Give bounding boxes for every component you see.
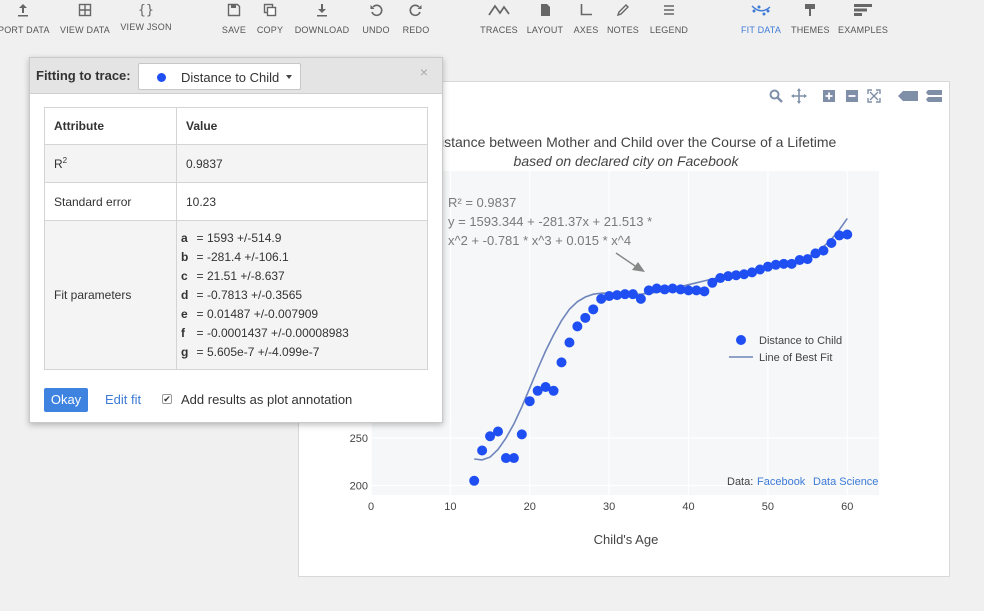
save-button[interactable]: SAVE — [219, 0, 249, 40]
copy-button[interactable]: COPY — [254, 0, 286, 40]
param-equals: = — [196, 288, 204, 302]
fit-panel-footer: Okay Edit fit ✔ Add results as plot anno… — [44, 388, 434, 412]
layout-icon — [526, 3, 564, 25]
param-value: -0.7813 +/-0.3565 — [207, 288, 303, 302]
traces-icon — [479, 3, 519, 25]
param-key: f — [181, 326, 185, 340]
param-key: b — [181, 250, 189, 264]
fit-parameters-list: a = 1593 +/-514.9 b = -281.4 +/-106.1 c = 21.51 … — [176, 220, 428, 370]
notes-button[interactable]: NOTES — [606, 0, 640, 40]
fit-parameter-e: e = 0.01487 +/-0.007909 — [181, 305, 427, 324]
redo-button[interactable]: REDO — [400, 0, 432, 40]
table-row: Standard error 10.23 — [44, 182, 428, 221]
zoom-icon[interactable] — [768, 88, 784, 104]
layout-button[interactable]: LAYOUT — [526, 0, 564, 40]
header-value: Value — [176, 107, 428, 145]
fit-parameter-b: b = -281.4 +/-106.1 — [181, 248, 427, 267]
param-value: 1593 +/-514.9 — [207, 231, 282, 245]
param-key: c — [181, 269, 188, 283]
param-key: g — [181, 345, 189, 359]
fit-parameter-a: a = 1593 +/-514.9 — [181, 229, 427, 248]
themes-icon — [791, 3, 829, 25]
param-equals: = — [196, 326, 204, 340]
r2-value: 0.9837 — [176, 144, 428, 183]
param-equals: = — [196, 307, 204, 321]
themes-button[interactable]: THEMES — [791, 0, 830, 40]
examples-button[interactable]: EXAMPLES — [838, 0, 888, 40]
param-value: 0.01487 +/-0.007909 — [207, 307, 319, 321]
param-value: 21.51 +/-8.637 — [207, 269, 285, 283]
upload-icon — [0, 3, 48, 25]
param-equals: = — [196, 231, 204, 245]
source-link-facebook[interactable]: Facebook — [757, 476, 806, 488]
legend-button[interactable]: LEGEND — [649, 0, 689, 40]
fit-parameter-f: f = -0.0001437 +/-0.00008983 — [181, 324, 427, 343]
zoom-in-icon[interactable] — [821, 88, 837, 104]
param-equals: = — [196, 345, 204, 359]
undo-icon — [360, 3, 392, 25]
param-key: e — [181, 307, 188, 321]
table-row: R2 0.9837 — [44, 144, 428, 183]
okay-button[interactable]: Okay — [44, 388, 88, 412]
copy-icon — [254, 3, 286, 25]
redo-icon — [400, 3, 432, 25]
legend-icon — [649, 3, 689, 25]
axes-icon — [572, 3, 600, 25]
r2-label: R2 — [44, 144, 177, 183]
zoom-out-icon[interactable] — [844, 88, 860, 104]
braces-icon: {} — [137, 3, 155, 18]
param-value: -0.0001437 +/-0.00008983 — [207, 326, 349, 340]
fit-parameter-g: g = 5.605e-7 +/-4.099e-7 — [181, 343, 427, 362]
download-icon — [293, 3, 351, 25]
import-data-button[interactable]: PORT DATA — [0, 0, 49, 40]
fit-parameter-d: d = -0.7813 +/-0.3565 — [181, 286, 427, 305]
pan-icon[interactable] — [790, 88, 807, 104]
table-header-row: Attribute Value — [44, 107, 428, 145]
view-json-button[interactable]: {} VIEW JSON — [120, 0, 172, 40]
autoscale-icon[interactable] — [866, 88, 882, 104]
fit-panel-title: Fitting to trace: — [36, 68, 131, 83]
trace-dropdown-value: Distance to Child — [181, 70, 280, 85]
source-link-data-science[interactable]: Data Science — [813, 476, 878, 488]
fit-panel-header: Fitting to trace: Distance to Child × — [30, 58, 442, 94]
edit-fit-link[interactable]: Edit fit — [105, 392, 142, 407]
stderr-value: 10.23 — [176, 182, 428, 221]
trace-color-dot — [157, 73, 166, 82]
axes-button[interactable]: AXES — [572, 0, 600, 40]
fit-parameter-c: c = 21.51 +/-8.637 — [181, 267, 427, 286]
download-button[interactable]: DOWNLOAD — [293, 0, 351, 40]
close-icon[interactable]: × — [419, 64, 428, 80]
hover-closest-icon[interactable] — [897, 88, 919, 104]
hover-compare-icon[interactable] — [925, 88, 943, 104]
stderr-label: Standard error — [44, 182, 177, 221]
header-attribute: Attribute — [44, 107, 177, 145]
modebar — [766, 88, 943, 104]
annotation-checkbox[interactable]: ✔ — [162, 394, 172, 404]
chevron-down-icon — [286, 75, 292, 79]
examples-icon — [838, 3, 888, 25]
view-data-button[interactable]: VIEW DATA — [59, 0, 111, 40]
fit-results-table: Attribute Value R2 0.9837 Standard error… — [44, 107, 428, 370]
param-equals: = — [196, 250, 204, 264]
fit-panel: Fitting to trace: Distance to Child × At… — [29, 57, 443, 423]
trace-dropdown[interactable]: Distance to Child — [138, 63, 301, 90]
param-equals: = — [196, 269, 204, 283]
fit-data-button[interactable]: FIT DATA — [739, 0, 783, 40]
fit-data-icon — [739, 3, 783, 25]
param-value: -281.4 +/-106.1 — [207, 250, 289, 264]
save-icon — [219, 3, 249, 25]
table-row: Fit parameters a = 1593 +/-514.9 b = -281.4 +… — [44, 220, 428, 370]
grid-icon — [59, 3, 111, 25]
notes-icon — [606, 3, 640, 25]
annotation-checkbox-label[interactable]: Add results as plot annotation — [181, 392, 353, 407]
param-key: a — [181, 231, 188, 245]
toolbar: PORT DATA VIEW DATA {} VIEW JSON SAVE CO… — [0, 0, 984, 40]
traces-button[interactable]: TRACES — [479, 0, 519, 40]
undo-button[interactable]: UNDO — [360, 0, 392, 40]
params-label: Fit parameters — [44, 220, 177, 370]
param-value: 5.605e-7 +/-4.099e-7 — [207, 345, 320, 359]
param-key: d — [181, 288, 189, 302]
